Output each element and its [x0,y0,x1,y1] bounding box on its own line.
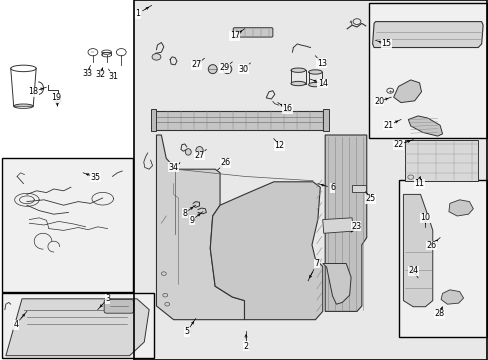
Polygon shape [156,135,244,320]
Ellipse shape [290,68,305,72]
Text: 29: 29 [220,63,229,72]
Ellipse shape [152,54,161,60]
Polygon shape [6,299,149,356]
Text: 5: 5 [184,328,189,336]
FancyBboxPatch shape [104,300,133,313]
Text: 27: 27 [194,151,204,160]
Text: 11: 11 [414,179,424,188]
Text: 3: 3 [105,294,110,303]
Text: 18: 18 [28,87,38,96]
Text: 26: 26 [426,241,435,250]
Bar [368,3,486,138]
Polygon shape [322,264,350,304]
Text: 28: 28 [433,309,443,318]
Polygon shape [440,290,463,304]
Text: 17: 17 [229,31,239,40]
Text: 34: 34 [168,163,178,172]
Text: 20: 20 [373,97,383,106]
Text: 12: 12 [274,141,284,150]
Polygon shape [322,218,352,233]
Text: 9: 9 [189,216,194,225]
Text: 15: 15 [381,40,390,49]
Bar [2,293,154,358]
Text: 21: 21 [383,121,393,130]
Bar [2,158,133,292]
Bar [351,185,365,192]
Bar [134,0,486,360]
Text: 4: 4 [13,320,18,329]
Text: 13: 13 [316,58,326,68]
Text: 16: 16 [282,104,292,113]
Text: 8: 8 [182,209,187,217]
Ellipse shape [208,65,217,74]
Text: 22: 22 [393,140,403,149]
Bar [150,109,156,131]
Text: 32: 32 [95,71,105,79]
Text: 23: 23 [350,222,360,231]
Ellipse shape [308,82,322,87]
Polygon shape [372,22,482,48]
Ellipse shape [308,70,322,74]
Bar [398,180,486,337]
Text: 10: 10 [420,213,429,222]
Text: 26: 26 [221,158,230,167]
Bar [404,140,477,181]
Text: 24: 24 [407,266,417,275]
Text: 31: 31 [108,72,118,81]
Bar [134,0,486,360]
Polygon shape [407,116,442,136]
Text: 6: 6 [329,184,334,192]
Ellipse shape [223,65,231,74]
Text: 2: 2 [243,342,248,351]
Text: 14: 14 [317,79,327,88]
Ellipse shape [290,81,305,86]
Polygon shape [325,135,366,311]
Ellipse shape [195,147,203,154]
Polygon shape [210,182,322,320]
Text: 25: 25 [365,194,375,203]
Text: 33: 33 [82,69,92,78]
Text: 30: 30 [238,65,248,74]
Polygon shape [403,194,432,307]
Text: 35: 35 [90,173,100,181]
Text: 1: 1 [135,9,140,18]
Text: 19: 19 [51,94,61,102]
Polygon shape [448,200,472,216]
Bar [151,111,327,130]
Text: 7: 7 [314,259,319,268]
FancyBboxPatch shape [233,28,272,37]
Bar [322,109,328,131]
Text: 27: 27 [191,60,201,69]
Ellipse shape [185,149,191,155]
Polygon shape [393,80,421,103]
